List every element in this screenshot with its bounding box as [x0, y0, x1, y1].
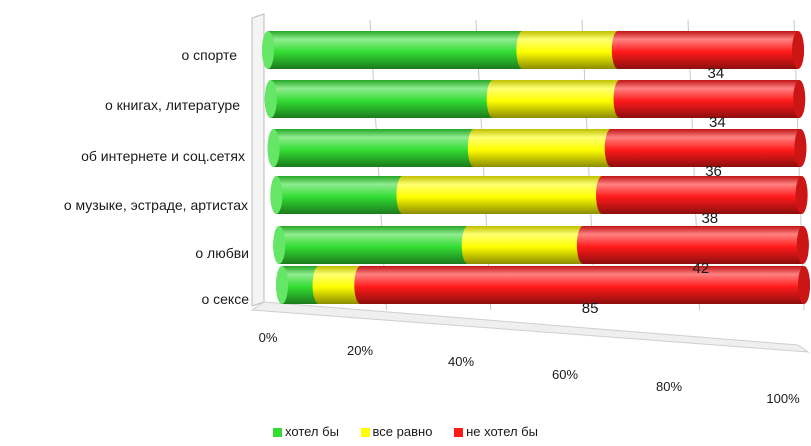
bar-о-спорте-все-равно: [516, 31, 624, 69]
bar-start-cap-о-сексе: [276, 266, 288, 304]
legend-item-not-want: не хотел бы: [454, 424, 538, 439]
bar-start-cap-о-любви: [273, 226, 286, 264]
bar-об-интернете-и-соц-сетях-хотел-бы: [267, 129, 480, 167]
bar-start-cap-о-спорте: [262, 31, 274, 69]
tick-label-80pct: 80%: [656, 379, 682, 394]
bar-о-сексе-не-хотел-бы: [354, 266, 810, 304]
bar-о-книгах-литературе-все-равно: [486, 80, 626, 118]
data-label-о-сексе: 85: [582, 300, 599, 317]
bar-об-интернете-и-соц-сетях-все-равно: [467, 129, 617, 167]
bar-об-интернете-и-соц-сетях-не-хотел-бы: [604, 129, 807, 167]
bar-о-музыке-эстраде-артистах-не-хотел-бы: [596, 176, 808, 214]
bar-end-cap-о-сексе: [798, 266, 810, 304]
bar-end-cap-о-книгах-литературе: [793, 80, 806, 118]
bar-start-cap-об-интернете-и-соц-сетях: [267, 129, 280, 167]
bar-start-cap-о-музыке-эстраде-артистах: [270, 176, 283, 214]
category-label-о-спорте: о спорте: [181, 47, 237, 63]
data-label-о-музыке-эстраде-артистах: 38: [701, 210, 718, 227]
tick-label-60pct: 60%: [552, 367, 578, 382]
bar-о-музыке-эстраде-артистах-все-равно: [396, 176, 609, 214]
bar-о-книгах-литературе-не-хотел-бы: [613, 80, 806, 118]
data-label-о-любви: 42: [693, 260, 710, 277]
tick-label-40pct: 40%: [448, 354, 474, 369]
category-label-о-музыке-эстраде-артистах: о музыке, эстраде, артистах: [64, 197, 248, 213]
bar-о-спорте-не-хотел-бы: [611, 31, 804, 69]
plot-back-wall: [251, 13, 265, 307]
x-axis-tick-labels: 0% 20% 40% 60% 80% 100%: [259, 330, 800, 406]
bar-о-спорте-хотел-бы: [262, 31, 529, 69]
data-labels: 34 34 36 38 42 85: [582, 65, 726, 317]
legend-swatch-want: [273, 428, 283, 437]
category-label-о-любви: о любви: [195, 245, 249, 261]
bar-end-cap-об-интернете-и-соц-сетях: [794, 129, 807, 167]
data-label-об-интернете-и-соц-сетях: 36: [705, 163, 722, 180]
bar-о-книгах-литературе-хотел-бы: [264, 80, 499, 118]
legend-label-not-want: не хотел бы: [466, 424, 538, 439]
bar-start-cap-о-книгах-литературе: [264, 80, 277, 118]
legend-item-want: хотел бы: [273, 424, 339, 439]
bar-end-cap-о-музыке-эстраде-артистах: [795, 176, 808, 214]
floor-plane: [250, 301, 810, 353]
tick-label-0pct: 0%: [259, 330, 278, 345]
bar-о-сексе-хотел-бы: [276, 266, 325, 304]
bar-end-cap-о-спорте: [792, 31, 804, 69]
bar-end-cap-о-любви: [796, 226, 809, 264]
category-label-об-интернете-и-соц-сетях: об интернете и соц.сетях: [81, 148, 245, 164]
bar-о-сексе-все-равно: [312, 266, 367, 304]
data-label-о-книгах-литературе: 34: [709, 114, 726, 131]
tick-label-100pct: 100%: [766, 391, 800, 406]
bars-layer: [262, 31, 810, 304]
data-label-о-спорте: 34: [708, 65, 725, 82]
legend-label-indifferent: все равно: [372, 424, 433, 439]
legend-swatch-not-want: [454, 428, 464, 437]
bar-о-любви-не-хотел-бы: [576, 226, 809, 264]
category-label-о-книгах-литературе: о книгах, литературе: [105, 97, 240, 113]
category-labels: о спорте о книгах, литературе об интернете…: [64, 47, 249, 307]
bar-о-любви-все-равно: [461, 226, 589, 264]
back-wall-edge: [251, 13, 265, 307]
legend-item-indifferent: все равно: [360, 424, 433, 439]
plot-floor: [250, 301, 810, 353]
bar-о-любви-хотел-бы: [273, 226, 474, 264]
category-label-о-сексе: о сексе: [201, 291, 249, 307]
legend-swatch-indifferent: [360, 428, 370, 437]
legend-label-want: хотел бы: [285, 424, 339, 439]
tick-label-20pct: 20%: [347, 343, 373, 358]
bar-о-музыке-эстраде-артистах-хотел-бы: [270, 176, 409, 214]
legend: хотел бы все равно не хотел бы: [0, 424, 811, 439]
